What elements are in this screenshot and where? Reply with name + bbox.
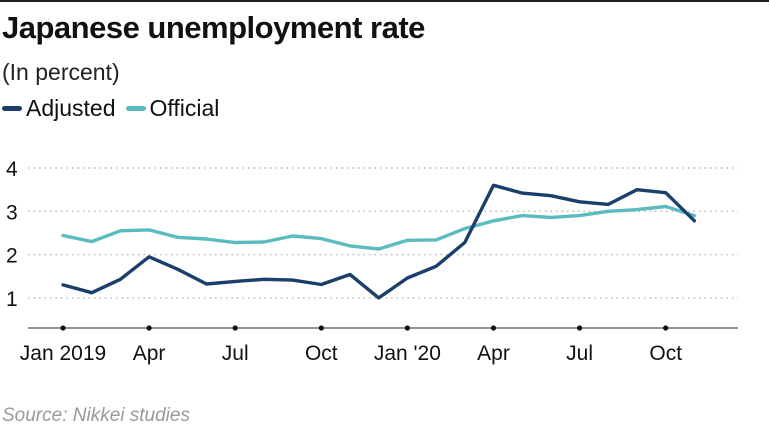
top-border	[0, 0, 769, 2]
x-tick-label: Jan 2019	[20, 342, 106, 365]
x-tick-mark	[318, 325, 324, 331]
legend: Adjusted Official	[2, 95, 229, 122]
legend-item-official: Official	[125, 95, 220, 122]
x-tick-mark	[232, 325, 238, 331]
x-tick-label: Oct	[649, 342, 682, 365]
x-tick-label: Oct	[305, 342, 338, 365]
x-tick-mark	[490, 325, 497, 331]
y-tick-label-2: 2	[6, 245, 18, 268]
x-tick-label: Apr	[477, 342, 510, 365]
legend-swatch-adjusted	[2, 106, 22, 111]
y-tick-label-3: 3	[6, 201, 18, 224]
x-tick-label: Jan '20	[374, 342, 441, 365]
legend-label-adjusted: Adjusted	[26, 95, 116, 121]
x-tick-label: Jul	[222, 342, 249, 365]
legend-item-adjusted: Adjusted	[2, 95, 116, 122]
chart-title: Japanese unemployment rate	[2, 10, 425, 45]
x-tick-mark	[663, 325, 669, 331]
x-tick-label: Jul	[566, 342, 593, 365]
y-tick-label-4: 4	[6, 158, 18, 181]
x-tick-mark	[146, 325, 152, 331]
legend-swatch-official	[125, 106, 146, 111]
series-line-adjusted	[61, 183, 697, 300]
x-tick-label: Apr	[133, 342, 166, 365]
y-tick-label-1: 1	[6, 288, 18, 311]
chart-subtitle: (In percent)	[2, 59, 120, 85]
x-tick-mark	[577, 325, 583, 331]
x-tick-mark	[404, 325, 410, 331]
legend-label-official: Official	[149, 95, 220, 121]
series-line-official	[61, 204, 697, 251]
x-tick-mark	[60, 325, 66, 331]
source-note: Source: Nikkei studies	[2, 405, 190, 426]
